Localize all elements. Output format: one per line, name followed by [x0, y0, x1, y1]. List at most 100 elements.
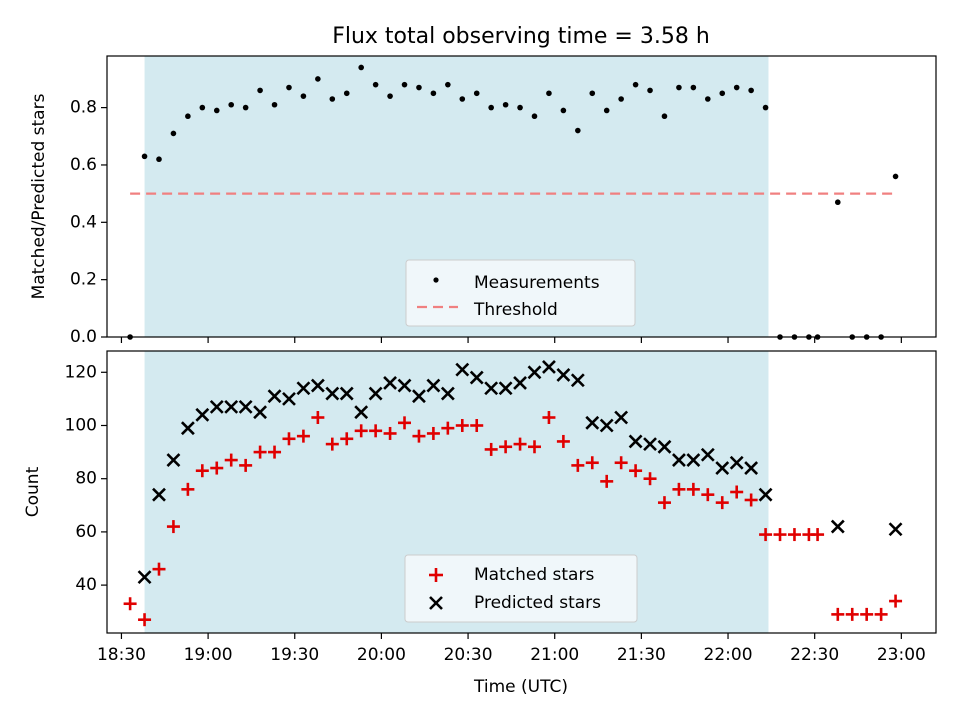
matched-star-point	[556, 434, 570, 448]
predicted-star-point	[599, 418, 614, 433]
predicted-star-point	[137, 570, 152, 585]
matched-star-point	[398, 416, 412, 430]
bottom-panel: 40 60 80 100 120 18:30 19:00 19:30 20:00 20:30 21:…	[23, 350, 937, 697]
matched-star-point	[311, 411, 325, 425]
matched-star-point	[513, 437, 527, 451]
top-y-tick-label: 0.8	[70, 98, 97, 118]
measurement-point	[141, 153, 148, 160]
matched-star-point	[527, 440, 541, 454]
matched-star-point	[701, 488, 715, 502]
matched-star-point	[686, 482, 700, 496]
measurement-point	[517, 104, 523, 111]
measurement-point	[733, 84, 740, 91]
measurement-point	[430, 90, 437, 97]
predicted-star-point	[744, 461, 759, 475]
x-axis-label: Time (UTC)	[473, 677, 568, 697]
measurement-point	[676, 84, 682, 91]
matched-star-point	[268, 445, 282, 459]
x-tick-label: 22:00	[704, 645, 753, 665]
measurement-point	[719, 90, 726, 97]
measurement-point	[185, 113, 191, 120]
matched-star-point	[282, 432, 296, 446]
predicted-star-point	[542, 360, 556, 374]
matched-star-point	[542, 411, 556, 425]
measurement-point	[473, 90, 480, 97]
matched-star-point	[181, 482, 195, 496]
matched-star-point	[811, 528, 825, 542]
matched-star-point	[369, 424, 383, 438]
measurement-point	[748, 87, 754, 94]
matched-star-point	[773, 528, 787, 542]
matched-star-point	[759, 528, 773, 542]
bottom-plot-frame	[106, 350, 937, 634]
predicted-star-point	[253, 405, 268, 420]
measurement-point	[531, 113, 538, 120]
matched-star-point	[672, 482, 686, 496]
matched-star-point	[499, 440, 513, 454]
predicted-star-point	[238, 399, 253, 414]
measurement-point	[892, 173, 899, 180]
measurement-point	[618, 96, 624, 102]
predicted-star-point	[700, 447, 715, 462]
matched-star-point	[787, 528, 801, 542]
bottom-y-tick-label: 60	[75, 522, 97, 542]
matched-star-point	[253, 445, 267, 459]
bottom-y-tick-label: 100	[65, 415, 97, 435]
measurement-point	[502, 101, 509, 108]
matched-star-point	[138, 613, 152, 627]
predicted-star-point	[527, 365, 542, 380]
measurement-point	[372, 81, 379, 88]
measurement-point	[632, 81, 639, 88]
measurement-point	[647, 87, 653, 94]
predicted-star-point	[339, 386, 354, 401]
x-tick-label: 23:00	[877, 645, 926, 665]
matched-star-point	[426, 426, 440, 440]
matched-star-point	[614, 456, 628, 470]
matched-star-point	[354, 424, 368, 438]
matched-star-point	[730, 485, 744, 499]
predicted-star-point	[758, 487, 773, 502]
legend-predicted-label: Predicted stars	[474, 593, 601, 613]
top-plot-frame	[106, 55, 937, 338]
matched-star-point	[325, 437, 339, 451]
measurement-point	[257, 87, 263, 94]
bottom-y-axis-label: Count	[23, 466, 43, 517]
measurement-point	[156, 156, 162, 163]
predicted-star-point	[282, 391, 296, 406]
matched-star-point	[657, 496, 671, 510]
predicted-star-point	[614, 410, 629, 425]
legend-measurements-marker	[433, 277, 439, 283]
legend-matched-marker	[429, 568, 443, 582]
measurement-point	[199, 104, 206, 111]
matched-star-point	[845, 607, 859, 621]
matched-star-point	[889, 594, 903, 608]
x-tick-label: 21:00	[530, 645, 579, 665]
measurement-point	[834, 199, 841, 206]
matched-star-point	[166, 520, 180, 534]
predicted-star-point	[412, 389, 426, 404]
x-tick-label: 20:30	[444, 645, 493, 665]
matched-star-point	[744, 493, 758, 507]
top-y-axis-label: Matched/Predicted stars	[29, 93, 49, 299]
top-y-tick-label: 0.6	[70, 155, 97, 175]
matched-star-point	[296, 429, 310, 443]
x-tick-label: 18:30	[97, 645, 146, 665]
top-y-tick-label: 0.4	[70, 212, 97, 232]
measurement-point	[459, 96, 466, 102]
chart-title: Flux total observing time = 3.58 h	[332, 24, 710, 49]
bottom-y-tick-label: 80	[75, 469, 97, 489]
predicted-star-point	[166, 453, 181, 467]
predicted-star-point	[267, 389, 282, 404]
measurement-point	[300, 93, 307, 99]
top-legend: Measurements Threshold	[405, 259, 636, 327]
x-tick-label: 22:30	[790, 645, 839, 665]
predicted-star-point	[209, 399, 224, 414]
predicted-star-point	[426, 378, 441, 393]
measurement-point	[661, 113, 668, 120]
predicted-star-point	[628, 434, 643, 449]
predicted-star-point	[152, 487, 166, 502]
matched-star-point	[629, 464, 643, 478]
measurement-point	[213, 107, 220, 114]
measurement-point	[387, 93, 393, 99]
